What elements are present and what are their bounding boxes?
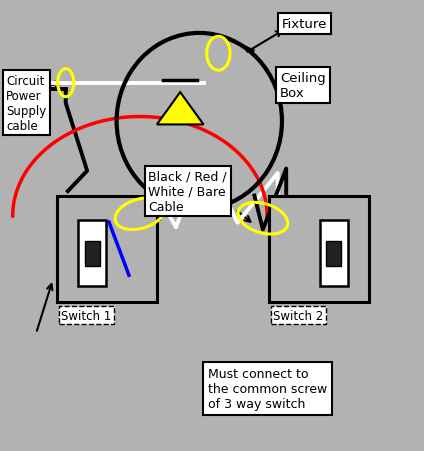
Text: Must connect to
the common screw
of 3 way switch: Must connect to the common screw of 3 wa… [208, 368, 327, 410]
FancyBboxPatch shape [326, 241, 341, 266]
FancyBboxPatch shape [320, 221, 348, 286]
FancyBboxPatch shape [78, 221, 106, 286]
Text: Switch 2: Switch 2 [273, 309, 324, 322]
FancyBboxPatch shape [85, 241, 100, 266]
Polygon shape [157, 93, 204, 125]
Text: Switch 1: Switch 1 [61, 309, 112, 322]
Text: Ceiling
Box: Ceiling Box [280, 72, 326, 100]
FancyBboxPatch shape [269, 196, 369, 302]
FancyBboxPatch shape [57, 196, 157, 302]
Text: Circuit
Power
Supply
cable: Circuit Power Supply cable [6, 74, 47, 132]
Text: Black / Red /
White / Bare
Cable: Black / Red / White / Bare Cable [148, 170, 227, 213]
Text: Fixture: Fixture [282, 18, 327, 31]
